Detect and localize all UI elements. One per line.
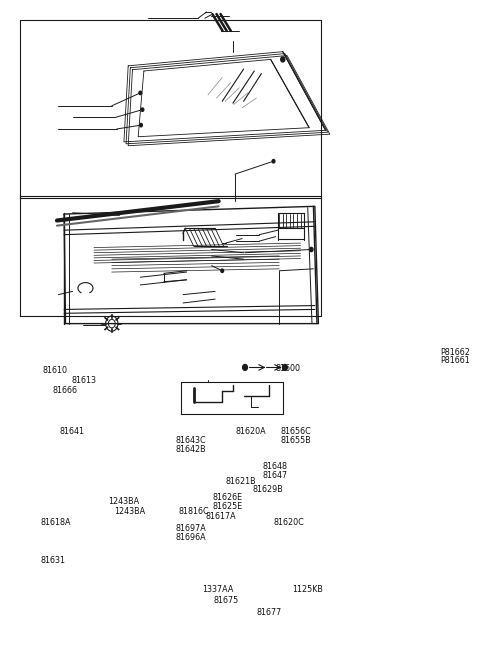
Circle shape	[221, 269, 224, 272]
Circle shape	[141, 108, 144, 111]
Circle shape	[242, 364, 247, 370]
Circle shape	[139, 91, 142, 94]
Circle shape	[310, 248, 313, 252]
Text: 81621B: 81621B	[226, 477, 256, 486]
Circle shape	[272, 160, 275, 163]
Text: 81631: 81631	[41, 556, 66, 565]
Text: 81625E: 81625E	[212, 502, 242, 511]
Text: 81620C: 81620C	[274, 517, 304, 527]
Text: 81656C: 81656C	[281, 427, 312, 436]
Text: 81696A: 81696A	[176, 533, 206, 542]
Text: 81620A: 81620A	[235, 427, 265, 436]
Text: 81648: 81648	[262, 462, 287, 471]
Text: 81655B: 81655B	[281, 436, 312, 445]
Text: 81677: 81677	[256, 608, 282, 617]
Circle shape	[140, 123, 143, 127]
Text: 81666: 81666	[53, 386, 78, 395]
Text: 1243BA: 1243BA	[108, 497, 139, 506]
Text: P81661: P81661	[440, 356, 470, 365]
Text: 81629B: 81629B	[252, 485, 283, 495]
Text: 1243BA: 1243BA	[114, 507, 145, 516]
Text: 81643C: 81643C	[176, 436, 206, 445]
Text: 1125KB: 1125KB	[292, 585, 323, 593]
Text: 81647: 81647	[262, 471, 287, 480]
Text: 81613: 81613	[71, 376, 96, 385]
Text: 81626E: 81626E	[212, 493, 242, 502]
Text: 81618A: 81618A	[41, 517, 71, 527]
Text: 81675: 81675	[214, 596, 239, 605]
Text: 81697A: 81697A	[176, 524, 207, 533]
Text: P81662: P81662	[440, 348, 470, 357]
Text: 81617A: 81617A	[205, 512, 236, 521]
Text: 81610: 81610	[43, 365, 68, 375]
Text: 81642B: 81642B	[176, 445, 206, 454]
Circle shape	[281, 57, 285, 62]
Text: 81600: 81600	[276, 364, 300, 373]
Text: 81816C: 81816C	[178, 507, 209, 516]
Text: 81641: 81641	[60, 427, 85, 436]
Circle shape	[283, 364, 288, 370]
Text: 1337AA: 1337AA	[202, 585, 234, 593]
